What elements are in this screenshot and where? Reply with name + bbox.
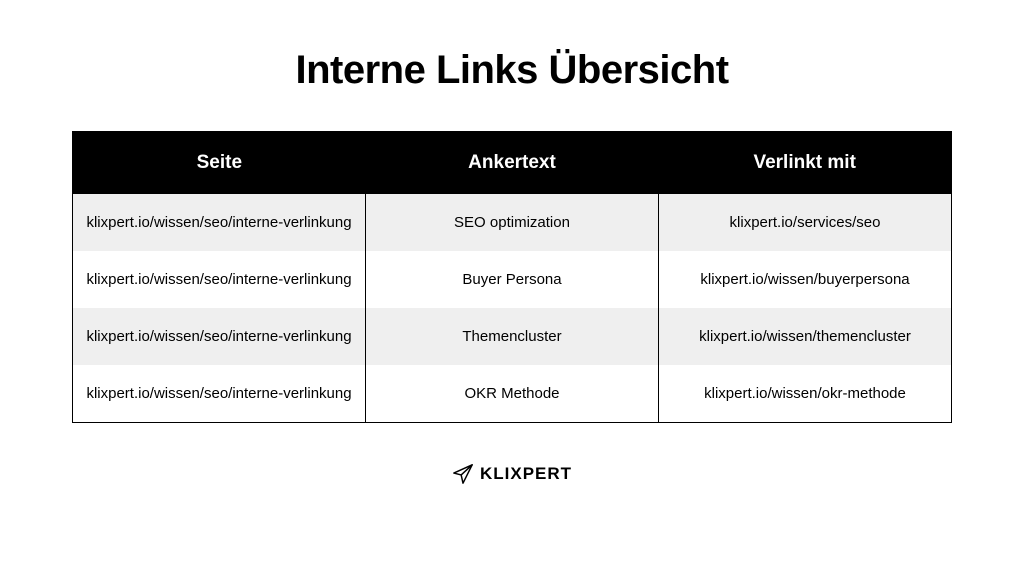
col-header-seite: Seite [73,132,366,194]
cell-seite: klixpert.io/wissen/seo/interne-verlinkun… [73,251,366,308]
footer-logo: KLIXPERT [452,463,572,485]
cell-verlinkt: klixpert.io/wissen/buyerpersona [659,251,951,308]
table-row: klixpert.io/wissen/seo/interne-verlinkun… [73,194,951,251]
cell-seite: klixpert.io/wissen/seo/interne-verlinkun… [73,365,366,422]
cell-seite: klixpert.io/wissen/seo/interne-verlinkun… [73,194,366,251]
table-row: klixpert.io/wissen/seo/interne-verlinkun… [73,308,951,365]
cell-verlinkt: klixpert.io/services/seo [659,194,951,251]
cell-seite: klixpert.io/wissen/seo/interne-verlinkun… [73,308,366,365]
table-header-row: Seite Ankertext Verlinkt mit [73,132,951,194]
cell-ankertext: Themencluster [366,308,659,365]
cell-verlinkt: klixpert.io/wissen/themencluster [659,308,951,365]
col-header-ankertext: Ankertext [366,132,659,194]
links-table: Seite Ankertext Verlinkt mit klixpert.io… [72,131,952,423]
paper-plane-icon [452,463,474,485]
cell-ankertext: Buyer Persona [366,251,659,308]
table-row: klixpert.io/wissen/seo/interne-verlinkun… [73,365,951,422]
cell-ankertext: OKR Methode [366,365,659,422]
page-title: Interne Links Übersicht [295,48,728,93]
table-row: klixpert.io/wissen/seo/interne-verlinkun… [73,251,951,308]
col-header-verlinkt: Verlinkt mit [658,132,951,194]
cell-verlinkt: klixpert.io/wissen/okr-methode [659,365,951,422]
logo-text: KLIXPERT [480,464,572,484]
cell-ankertext: SEO optimization [366,194,659,251]
